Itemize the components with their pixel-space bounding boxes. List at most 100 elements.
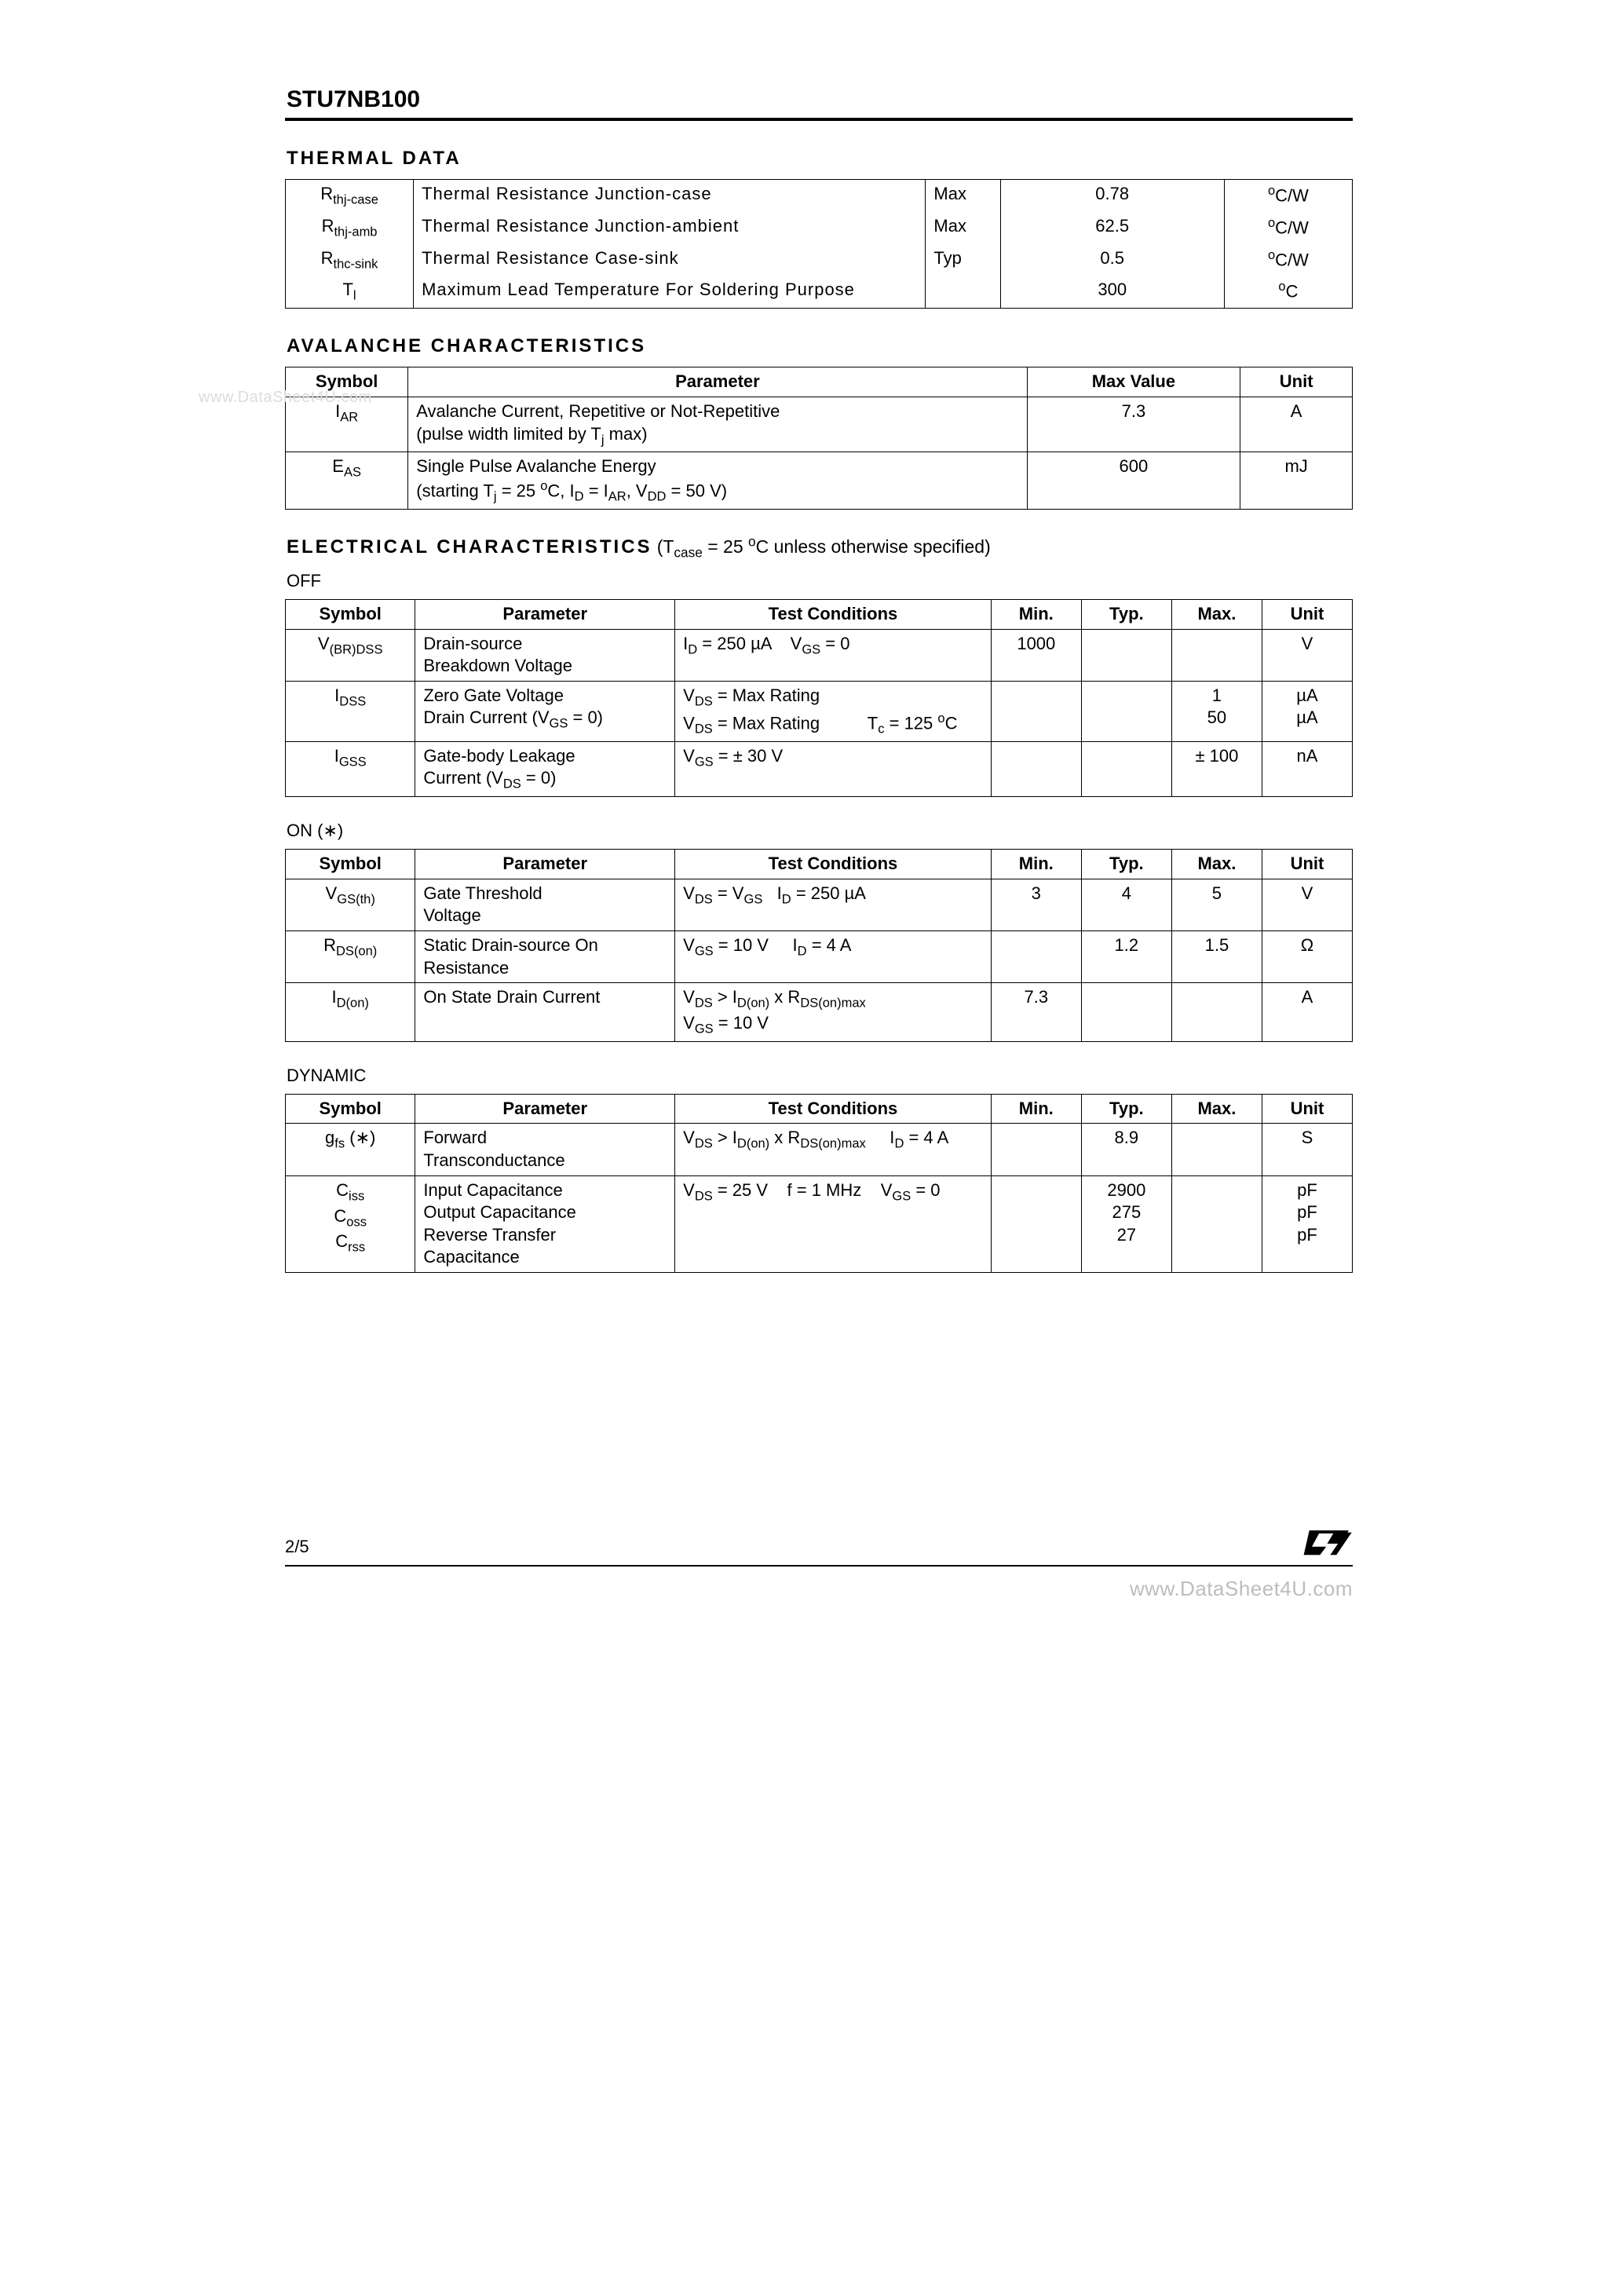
table-cell: oC/W	[1224, 212, 1352, 244]
table-header: Test Conditions	[675, 1094, 992, 1124]
table-header: Typ.	[1081, 1094, 1171, 1124]
watermark-bottom: www.DataSheet4U.com	[1130, 1577, 1353, 1601]
table-header: Parameter	[415, 850, 675, 879]
table-cell: 1000	[991, 629, 1081, 681]
table-cell: IDSS	[286, 681, 415, 741]
table-header: Min.	[991, 600, 1081, 630]
avalanche-table: SymbolParameterMax ValueUnit IARAvalanch…	[285, 367, 1353, 510]
table-cell: 4	[1081, 879, 1171, 930]
table-cell: RDS(on)	[286, 931, 415, 983]
table-header: Unit	[1262, 850, 1352, 879]
table-cell: 3	[991, 879, 1081, 930]
table-header: Parameter	[408, 367, 1027, 397]
table-cell: Ω	[1262, 931, 1352, 983]
table-cell: mJ	[1240, 452, 1353, 510]
table-cell: EAS	[286, 452, 408, 510]
off-label: OFF	[287, 571, 1353, 591]
table-header: Symbol	[286, 850, 415, 879]
table-cell: Drain-sourceBreakdown Voltage	[415, 629, 675, 681]
table-header: Symbol	[286, 1094, 415, 1124]
table-cell: A	[1240, 397, 1353, 452]
table-cell: 150	[1171, 681, 1262, 741]
table-cell: ForwardTransconductance	[415, 1124, 675, 1175]
table-cell: A	[1262, 983, 1352, 1042]
table-header: Max.	[1171, 1094, 1262, 1124]
table-cell: V	[1262, 629, 1352, 681]
on-table: SymbolParameterTest ConditionsMin.Typ.Ma…	[285, 849, 1353, 1042]
table-cell: Avalanche Current, Repetitive or Not-Rep…	[408, 397, 1027, 452]
table-cell: VDS = VGS ID = 250 µA	[675, 879, 992, 930]
table-cell	[1081, 629, 1171, 681]
table-cell: VGS = 10 V ID = 4 A	[675, 931, 992, 983]
table-cell: 290027527	[1081, 1175, 1171, 1272]
table-cell	[1171, 983, 1262, 1042]
thermal-title: THERMAL DATA	[287, 148, 1353, 170]
table-cell: 0.5	[1000, 244, 1224, 276]
table-cell: Thermal Resistance Junction-ambient	[414, 212, 926, 244]
table-cell: VDS > ID(on) x RDS(on)max ID = 4 A	[675, 1124, 992, 1175]
table-cell: VGS = ± 30 V	[675, 741, 992, 796]
table-cell	[991, 741, 1081, 796]
table-header: Min.	[991, 850, 1081, 879]
table-cell: Rthj-case	[286, 180, 414, 212]
table-cell: Input CapacitanceOutput CapacitanceRever…	[415, 1175, 675, 1272]
table-cell: VDS = Max RatingVDS = Max Rating Tc = 12…	[675, 681, 992, 741]
table-cell: µAµA	[1262, 681, 1352, 741]
table-header: Unit	[1262, 600, 1352, 630]
table-cell: 600	[1027, 452, 1240, 510]
table-cell: 8.9	[1081, 1124, 1171, 1175]
table-cell: ± 100	[1171, 741, 1262, 796]
table-cell: IGSS	[286, 741, 415, 796]
table-header: Unit	[1240, 367, 1353, 397]
table-cell	[991, 681, 1081, 741]
table-cell	[1171, 629, 1262, 681]
st-logo-icon	[1302, 1524, 1353, 1557]
table-header: Typ.	[1081, 850, 1171, 879]
table-header: Unit	[1262, 1094, 1352, 1124]
off-table: SymbolParameterTest ConditionsMin.Typ.Ma…	[285, 599, 1353, 797]
table-cell	[1081, 983, 1171, 1042]
table-cell	[1081, 741, 1171, 796]
table-cell	[991, 1124, 1081, 1175]
table-cell: Gate ThresholdVoltage	[415, 879, 675, 930]
table-cell: Thermal Resistance Junction-case	[414, 180, 926, 212]
table-cell: pFpFpF	[1262, 1175, 1352, 1272]
table-cell: Tl	[286, 276, 414, 308]
table-cell: 0.78	[1000, 180, 1224, 212]
table-cell: gfs (∗)	[286, 1124, 415, 1175]
table-cell: S	[1262, 1124, 1352, 1175]
table-cell: 1.2	[1081, 931, 1171, 983]
table-cell: Zero Gate VoltageDrain Current (VGS = 0)	[415, 681, 675, 741]
divider-bottom	[285, 1565, 1353, 1567]
electrical-cond: (Tcase = 25 oC unless otherwise specifie…	[657, 536, 991, 557]
table-cell: Max	[926, 212, 1000, 244]
table-cell	[991, 1175, 1081, 1272]
table-header: Max.	[1171, 600, 1262, 630]
divider-top	[285, 118, 1353, 121]
table-cell: On State Drain Current	[415, 983, 675, 1042]
page-number: 2/5	[285, 1537, 309, 1557]
on-label: ON (∗)	[287, 821, 1353, 841]
part-number: STU7NB100	[287, 86, 1353, 113]
table-cell	[1171, 1124, 1262, 1175]
table-cell: Max	[926, 180, 1000, 212]
table-cell: 7.3	[1027, 397, 1240, 452]
table-cell: CissCossCrss	[286, 1175, 415, 1272]
table-cell	[1081, 681, 1171, 741]
table-header: Typ.	[1081, 600, 1171, 630]
watermark-left: www.DataSheet4U.com	[199, 389, 372, 407]
table-cell: oC/W	[1224, 244, 1352, 276]
dynamic-label: DYNAMIC	[287, 1066, 1353, 1086]
table-cell: 1.5	[1171, 931, 1262, 983]
table-header: Max Value	[1027, 367, 1240, 397]
table-cell: Thermal Resistance Case-sink	[414, 244, 926, 276]
table-cell: oC/W	[1224, 180, 1352, 212]
table-cell: Static Drain-source OnResistance	[415, 931, 675, 983]
table-cell: ID = 250 µA VGS = 0	[675, 629, 992, 681]
table-cell: oC	[1224, 276, 1352, 308]
table-cell	[1171, 1175, 1262, 1272]
table-cell: Gate-body LeakageCurrent (VDS = 0)	[415, 741, 675, 796]
table-cell	[926, 276, 1000, 308]
table-cell: 62.5	[1000, 212, 1224, 244]
table-cell: Rthj-amb	[286, 212, 414, 244]
